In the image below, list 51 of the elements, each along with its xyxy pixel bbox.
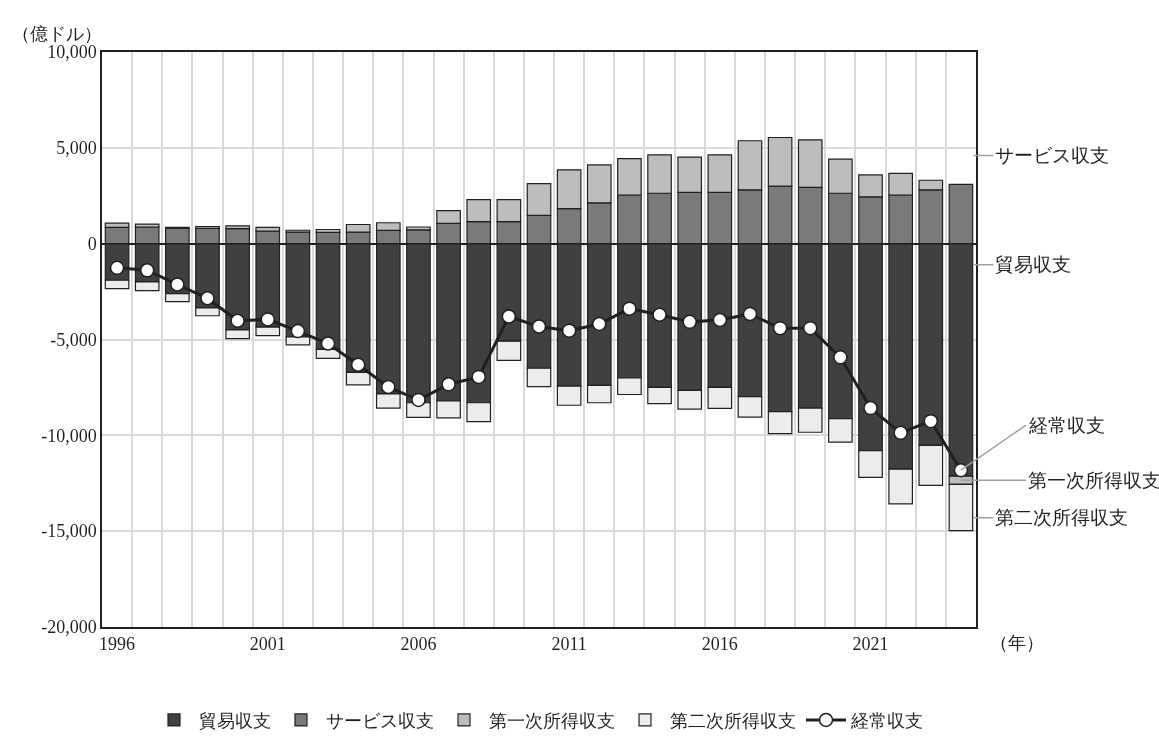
x-tick-label: 2011 bbox=[551, 634, 587, 655]
legend-label: 貿易収支 bbox=[199, 710, 271, 731]
annotation: 経常収支 bbox=[1028, 415, 1105, 436]
text: 貿易収支 bbox=[995, 254, 1071, 275]
point bbox=[682, 314, 697, 330]
y-tick-label: -15,000 bbox=[41, 521, 97, 542]
y-tick-label: 10,000 bbox=[47, 42, 97, 63]
y-axis-title: （億ドル） bbox=[12, 24, 102, 44]
y-tick-label: 5,000 bbox=[56, 138, 97, 159]
point bbox=[200, 291, 215, 306]
point bbox=[622, 301, 637, 316]
x-axis-title: （年） bbox=[990, 633, 1044, 653]
point bbox=[953, 462, 969, 478]
y-tick-label: -20,000 bbox=[41, 617, 97, 638]
point bbox=[742, 306, 758, 322]
legend-label: 第一次所得収支 bbox=[489, 710, 615, 731]
point bbox=[320, 336, 336, 351]
x-tick-label: 2021 bbox=[852, 634, 889, 655]
x-tick-label: 2006 bbox=[400, 634, 437, 655]
point bbox=[923, 413, 939, 429]
point bbox=[712, 312, 728, 328]
x-tick-label: 1996 bbox=[99, 634, 136, 655]
point bbox=[531, 319, 547, 334]
point bbox=[893, 425, 908, 441]
point bbox=[350, 357, 366, 373]
point bbox=[803, 320, 818, 336]
text: 第二次所得収支 bbox=[995, 507, 1128, 528]
point bbox=[381, 379, 396, 395]
point bbox=[471, 369, 486, 385]
point bbox=[441, 377, 456, 392]
point bbox=[863, 400, 878, 416]
text: サービス収支 bbox=[995, 145, 1109, 166]
x-tick-label: 2016 bbox=[701, 634, 738, 655]
y-tick-label: 0 bbox=[87, 233, 97, 254]
point bbox=[501, 309, 517, 324]
point bbox=[230, 313, 245, 328]
point bbox=[592, 316, 607, 332]
point bbox=[772, 320, 788, 336]
y-tick-label: -5,000 bbox=[50, 329, 97, 350]
legend-label: 経常収支 bbox=[850, 710, 923, 731]
y-tick-label: -10,000 bbox=[41, 425, 97, 446]
point bbox=[833, 350, 848, 365]
point bbox=[290, 323, 306, 339]
legend-label: 第二次所得収支 bbox=[670, 710, 796, 731]
point bbox=[561, 323, 577, 338]
point bbox=[652, 307, 667, 323]
point bbox=[170, 277, 185, 292]
x-tick-label: 2001 bbox=[249, 634, 286, 655]
point bbox=[411, 392, 426, 408]
point bbox=[260, 312, 276, 327]
legend-label: サービス収支 bbox=[326, 710, 434, 731]
